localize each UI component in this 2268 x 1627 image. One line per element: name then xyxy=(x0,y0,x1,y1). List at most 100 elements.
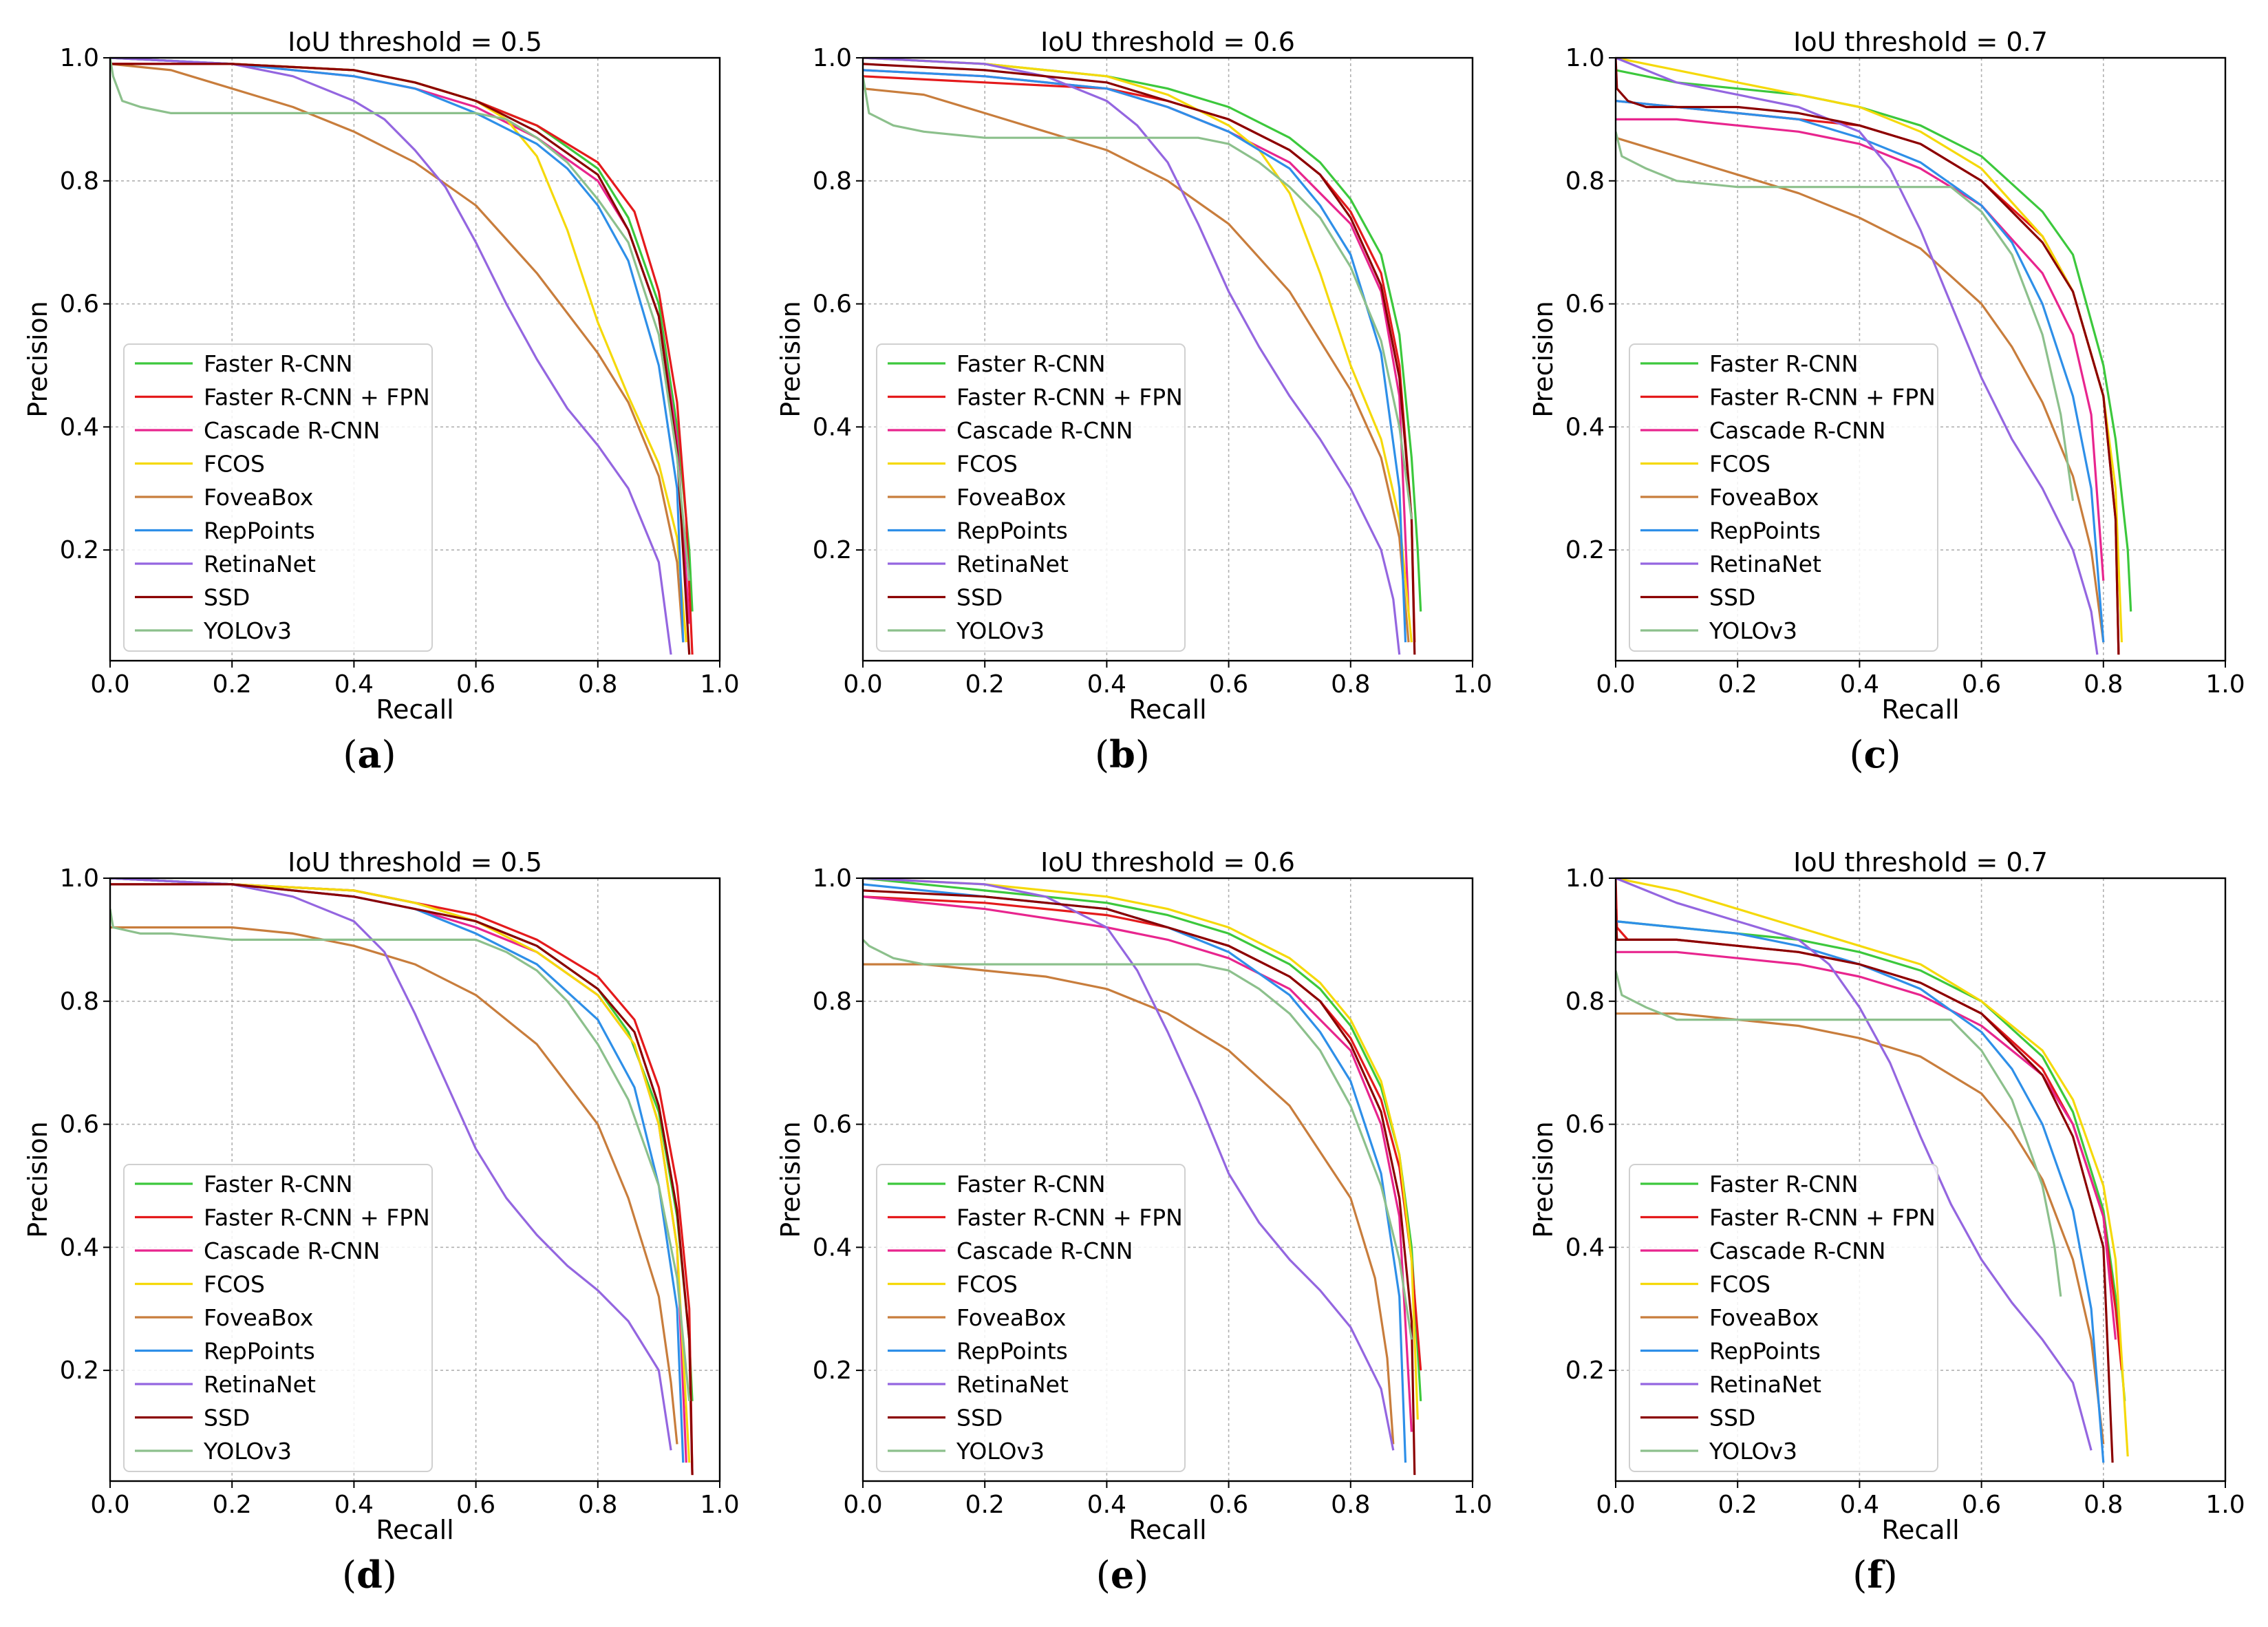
y-tick-label: 0.4 xyxy=(1565,413,1605,441)
legend-box xyxy=(1629,343,1938,652)
x-tick-label: 0.4 xyxy=(1840,1491,1879,1519)
series-line-ssd xyxy=(1616,908,2114,1463)
series-line-foveabox xyxy=(110,926,678,1445)
legend-label: FoveaBox xyxy=(204,484,313,511)
axes-frame xyxy=(109,56,721,662)
series-line-retinanet xyxy=(110,878,672,1451)
x-tick-label: 0.2 xyxy=(213,1491,252,1519)
panel-label-f: (f) xyxy=(1852,1553,1898,1597)
y-tick-label: 1.0 xyxy=(60,44,99,72)
y-tick-label: 0.2 xyxy=(60,536,99,564)
series-line-foveabox xyxy=(863,963,1395,1445)
legend-label: Faster R-CNN xyxy=(204,350,353,377)
chart-title: IoU threshold = 0.7 xyxy=(1793,847,2048,878)
x-tick-label: 0.0 xyxy=(90,670,129,699)
chart-title: IoU threshold = 0.5 xyxy=(288,27,542,57)
series-line-fcos xyxy=(1616,878,2129,1457)
x-tick-label: 1.0 xyxy=(700,670,739,699)
legend-label: YOLOv3 xyxy=(956,1438,1045,1465)
legend-label: RepPoints xyxy=(956,1338,1068,1365)
legend-label: Cascade R-CNN xyxy=(204,417,380,444)
x-tick-label: 0.8 xyxy=(1331,1491,1370,1519)
series-line-yolov3 xyxy=(110,58,691,581)
y-tick-label: 0.2 xyxy=(813,1357,852,1385)
x-axis-label: Recall xyxy=(376,694,453,725)
x-axis-label: Recall xyxy=(376,1515,453,1545)
legend-label: FoveaBox xyxy=(956,1304,1066,1331)
y-tick-label: 0.8 xyxy=(60,988,99,1016)
x-axis-label: Recall xyxy=(1881,1515,1959,1545)
legend-label: FoveaBox xyxy=(204,1304,313,1331)
series-group xyxy=(863,878,1422,1476)
series-line-faster-r-cnn xyxy=(1616,69,2132,612)
axes-frame xyxy=(1614,56,2227,662)
series-line-retinanet xyxy=(863,58,1401,655)
x-tick-label: 0.6 xyxy=(456,1491,495,1519)
series-line-retinanet xyxy=(1616,58,2099,655)
series-line-ssd xyxy=(110,63,691,655)
legend-label: SSD xyxy=(204,584,250,611)
legend-label: SSD xyxy=(1709,584,1755,611)
legend-label: Cascade R-CNN xyxy=(956,417,1133,444)
legend-label: Faster R-CNN xyxy=(204,1171,353,1198)
series-line-cascade-r-cnn xyxy=(1616,118,2105,581)
y-tick-label: 0.8 xyxy=(60,167,99,195)
series-line-retinanet xyxy=(110,58,672,655)
chart-panel-6: 0.0 0.2 0.4 0.6 0.8 1.0 0.2 0.4 0.6 0.8 1.0 IoU thr… xyxy=(1528,847,2245,1545)
y-axis-label: Precision xyxy=(775,1121,806,1238)
legend-label: RetinaNet xyxy=(204,551,316,577)
series-line-ssd xyxy=(863,63,1416,655)
series-group xyxy=(863,58,1422,655)
legend-box xyxy=(123,1164,433,1472)
y-tick-label: 0.4 xyxy=(1565,1233,1605,1262)
y-tick-label: 0.6 xyxy=(1565,290,1605,319)
legend-label: YOLOv3 xyxy=(203,617,292,644)
chart-panel-4: 0.0 0.2 0.4 0.6 0.8 1.0 0.2 0.4 0.6 0.8 1.0 IoU thr… xyxy=(23,847,740,1545)
series-group xyxy=(1616,58,2132,655)
chart-panel-2: 0.0 0.2 0.4 0.6 0.8 1.0 0.2 0.4 0.6 0.8 1.0 IoU thr… xyxy=(775,27,1493,725)
series-line-foveabox xyxy=(1616,136,2105,643)
y-tick-label: 0.6 xyxy=(813,1111,852,1139)
y-tick-label: 0.4 xyxy=(60,1233,99,1262)
legend-label: Faster R-CNN + FPN xyxy=(204,1204,430,1231)
legend-box xyxy=(876,343,1186,652)
series-group xyxy=(110,58,694,655)
legend-label: Faster R-CNN xyxy=(1709,350,1859,377)
legend-label: RepPoints xyxy=(1709,1338,1821,1365)
y-tick-label: 0.2 xyxy=(1565,536,1605,564)
x-tick-label: 0.0 xyxy=(843,1491,882,1519)
y-tick-label: 0.2 xyxy=(813,536,852,564)
chart-title: IoU threshold = 0.6 xyxy=(1040,847,1295,878)
series-line-reppoints xyxy=(1616,100,2105,643)
series-line-yolov3 xyxy=(110,908,691,1401)
panel-label-e: (e) xyxy=(1095,1553,1149,1597)
legend-label: RepPoints xyxy=(956,518,1068,544)
axes-frame xyxy=(862,877,1474,1482)
legend-label: RetinaNet xyxy=(1709,1371,1821,1398)
legend-label: Faster R-CNN xyxy=(956,350,1106,377)
y-tick-label: 0.6 xyxy=(813,290,852,319)
y-axis-label: Precision xyxy=(23,301,53,418)
chart-panel-5: 0.0 0.2 0.4 0.6 0.8 1.0 0.2 0.4 0.6 0.8 1.0 IoU thr… xyxy=(775,847,1493,1545)
y-axis-label: Precision xyxy=(775,301,806,418)
x-tick-label: 0.8 xyxy=(2084,670,2123,699)
legend-label: Cascade R-CNN xyxy=(204,1237,380,1264)
y-tick-label: 1.0 xyxy=(1565,864,1605,893)
legend-label: YOLOv3 xyxy=(203,1438,292,1465)
legend-label: RepPoints xyxy=(204,1338,315,1365)
series-line-yolov3 xyxy=(1616,970,2062,1297)
y-axis-label: Precision xyxy=(1528,301,1559,418)
legend-label: Cascade R-CNN xyxy=(956,1237,1133,1264)
x-tick-label: 1.0 xyxy=(700,1491,739,1519)
legend-label: SSD xyxy=(956,584,1003,611)
legend-label: Faster R-CNN xyxy=(956,1171,1106,1198)
y-tick-label: 0.6 xyxy=(60,290,99,319)
axes-frame xyxy=(1614,877,2227,1482)
series-line-retinanet xyxy=(863,878,1395,1451)
legend-label: FoveaBox xyxy=(1709,1304,1819,1331)
axes-frame xyxy=(862,56,1474,662)
x-tick-label: 0.4 xyxy=(334,1491,374,1519)
legend-label: FCOS xyxy=(1709,451,1770,478)
series-group xyxy=(1616,878,2129,1463)
